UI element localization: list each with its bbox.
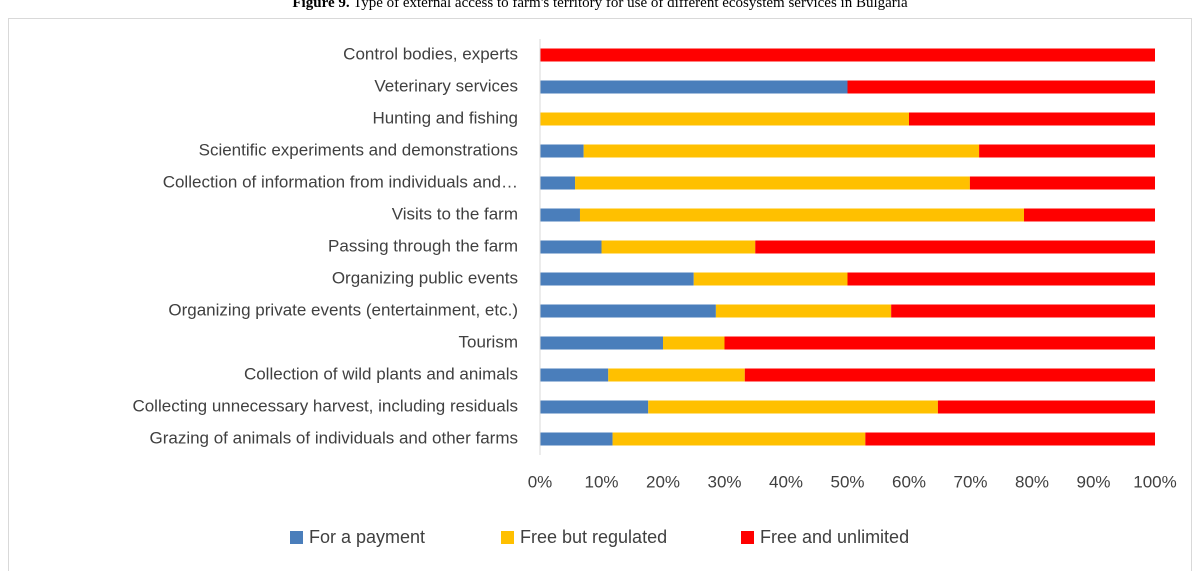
legend-label: Free but regulated	[520, 527, 667, 547]
bar-segment	[575, 176, 970, 190]
legend-swatch	[741, 531, 754, 544]
bar-segment	[540, 176, 576, 190]
legend-label: Free and unlimited	[760, 527, 909, 547]
x-tick-label: 10%	[584, 472, 618, 491]
y-tick-label: Collection of wild plants and animals	[244, 364, 518, 383]
x-tick-label: 50%	[830, 472, 864, 491]
y-tick-label: Hunting and fishing	[372, 108, 518, 127]
bar-segment	[540, 368, 609, 382]
y-tick-label: Grazing of animals of individuals and ot…	[149, 428, 518, 447]
x-tick-label: 20%	[646, 472, 680, 491]
bar-segment	[601, 240, 756, 254]
bar-segment	[663, 336, 725, 350]
bar-segment	[724, 336, 1155, 350]
title-text: Type of external access to farm's territ…	[353, 0, 908, 11]
x-tick-label: 60%	[892, 472, 926, 491]
bar-segment	[540, 208, 580, 222]
bar-segment	[865, 432, 1155, 446]
y-tick-label: Organizing public events	[332, 268, 518, 287]
bar-segment	[540, 336, 663, 350]
y-tick-label: Tourism	[458, 332, 518, 351]
bar-segment	[540, 240, 602, 254]
bar-segment	[579, 208, 1025, 222]
bar-segment	[540, 144, 584, 158]
title-prefix: Figure 9.	[292, 0, 349, 11]
y-tick-label: Control bodies, experts	[343, 44, 518, 63]
bar-segment	[693, 272, 848, 286]
bar-segment	[608, 368, 745, 382]
x-tick-label: 90%	[1076, 472, 1110, 491]
bar-segment	[583, 144, 980, 158]
y-tick-label: Scientific experiments and demonstration…	[199, 140, 518, 159]
bar-segment	[715, 304, 892, 318]
bar-segment	[1024, 208, 1155, 222]
bar-segment	[979, 144, 1155, 158]
bar-segment	[909, 112, 1155, 126]
y-tick-label: Collection of information from individua…	[163, 172, 518, 191]
bar-segment	[540, 48, 1155, 62]
y-tick-label: Visits to the farm	[392, 204, 518, 223]
x-tick-label: 80%	[1015, 472, 1049, 491]
x-tick-label: 0%	[528, 472, 553, 491]
bar-segment	[648, 400, 938, 414]
legend-swatch	[290, 531, 303, 544]
x-tick-label: 70%	[953, 472, 987, 491]
bar-segment	[612, 432, 866, 446]
bar-segment	[540, 304, 716, 318]
bar-segment	[744, 368, 1155, 382]
bar-segment	[540, 400, 649, 414]
y-tick-label: Organizing private events (entertainment…	[168, 300, 518, 319]
bar-segment	[891, 304, 1155, 318]
y-tick-label: Collecting unnecessary harvest, includin…	[132, 396, 518, 415]
bar-segment	[540, 112, 909, 126]
x-tick-label: 30%	[707, 472, 741, 491]
x-tick-label: 100%	[1133, 472, 1176, 491]
y-tick-label: Passing through the farm	[328, 236, 518, 255]
chart-title: Figure 9. Type of external access to far…	[292, 0, 908, 11]
y-tick-label: Veterinary services	[374, 76, 518, 95]
bar-segment	[755, 240, 1155, 254]
legend-label: For a payment	[309, 527, 425, 547]
bar-segment	[847, 80, 1155, 94]
bar-segment	[969, 176, 1155, 190]
chart-frame	[8, 18, 1192, 571]
bar-segment	[540, 432, 613, 446]
x-tick-label: 40%	[769, 472, 803, 491]
bar-segment	[540, 272, 694, 286]
bar-segment	[937, 400, 1155, 414]
bar-segment	[847, 272, 1155, 286]
legend-swatch	[501, 531, 514, 544]
bar-segment	[540, 80, 848, 94]
